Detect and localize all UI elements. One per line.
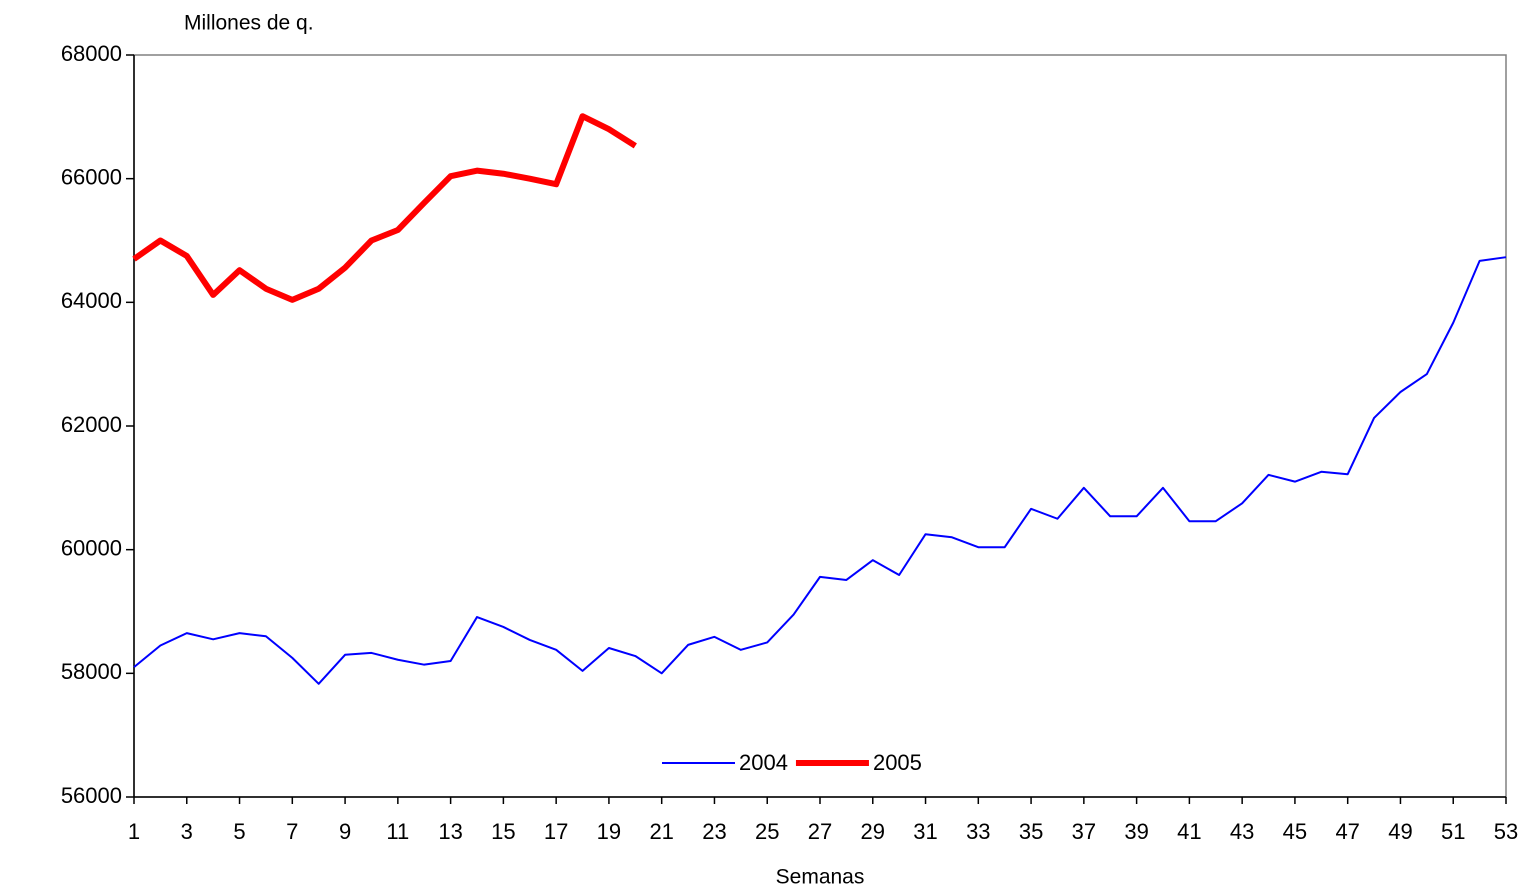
x-axis-label: Semanas — [776, 866, 865, 889]
x-tick-label: 23 — [702, 819, 726, 844]
y-tick-label: 68000 — [61, 41, 122, 66]
x-tick-label: 41 — [1177, 819, 1201, 844]
x-tick-label: 45 — [1283, 819, 1307, 844]
x-tick-label: 49 — [1388, 819, 1412, 844]
y-tick-label: 64000 — [61, 288, 122, 313]
x-tick-label: 21 — [649, 819, 673, 844]
y-tick-label: 58000 — [61, 659, 122, 684]
series-line — [133, 256, 1507, 685]
plot-area — [133, 54, 1507, 798]
y-tick-label: 60000 — [61, 535, 122, 560]
x-tick-label: 17 — [544, 819, 568, 844]
y-tick-label: 62000 — [61, 412, 122, 437]
x-tick-label: 1 — [128, 819, 140, 844]
x-tick-label: 39 — [1124, 819, 1148, 844]
x-tick-label: 51 — [1441, 819, 1465, 844]
x-tick-label: 37 — [1072, 819, 1096, 844]
x-tick-label: 25 — [755, 819, 779, 844]
x-tick-label: 9 — [339, 819, 351, 844]
x-tick-label: 5 — [233, 819, 245, 844]
x-tick-label: 11 — [386, 819, 409, 844]
y-tick-label: 66000 — [61, 164, 122, 189]
x-tick-label: 19 — [597, 819, 621, 844]
x-tick-label: 31 — [913, 819, 937, 844]
legend-label: 2004 — [739, 750, 788, 775]
x-tick-label: 7 — [286, 819, 298, 844]
x-tick-label: 33 — [966, 819, 990, 844]
x-tick-label: 27 — [808, 819, 832, 844]
x-tick-label: 43 — [1230, 819, 1254, 844]
x-tick-label: 3 — [181, 819, 193, 844]
x-tick-label: 47 — [1335, 819, 1359, 844]
x-tick-label: 13 — [438, 819, 462, 844]
x-tick-label: 15 — [491, 819, 515, 844]
series-line — [132, 113, 637, 303]
y-tick-label: 56000 — [61, 783, 122, 808]
legend-label: 2005 — [873, 750, 922, 775]
x-tick-label: 53 — [1494, 819, 1518, 844]
x-tick-label: 29 — [861, 819, 885, 844]
y-axis-label: Millones de q. — [184, 12, 314, 35]
x-tick-label: 35 — [1019, 819, 1043, 844]
